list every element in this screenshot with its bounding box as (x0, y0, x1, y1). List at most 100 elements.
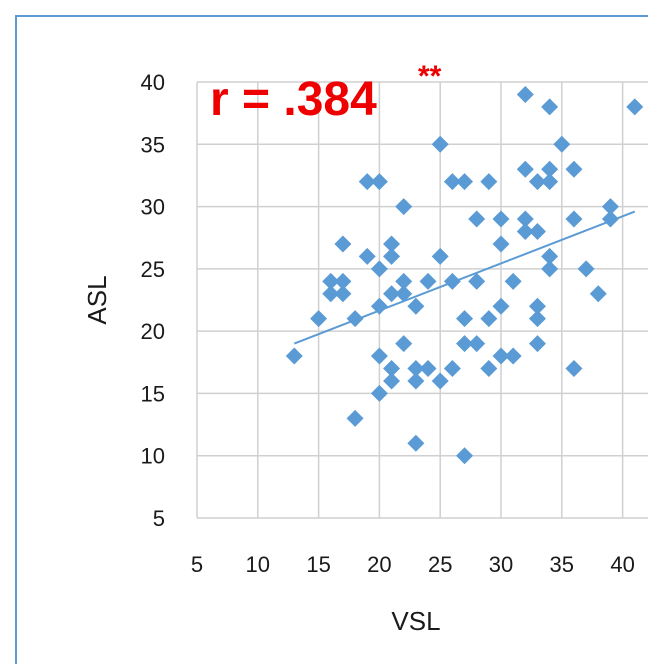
data-point (541, 247, 559, 265)
data-point (443, 272, 461, 290)
data-point (419, 360, 437, 378)
data-point (443, 173, 461, 191)
data-point (334, 285, 352, 303)
data-point (565, 160, 583, 178)
data-point (346, 409, 364, 427)
y-tick-label: 35 (141, 132, 165, 157)
data-point (407, 434, 425, 452)
x-tick-label: 30 (489, 552, 513, 577)
data-point (395, 272, 413, 290)
data-point (541, 160, 559, 178)
data-points (285, 85, 644, 465)
x-tick-label: 5 (191, 552, 203, 577)
data-point (541, 98, 559, 116)
data-point (383, 372, 401, 390)
data-point (516, 85, 534, 103)
data-point (370, 384, 388, 402)
data-point (541, 173, 559, 191)
y-tick-label: 25 (141, 257, 165, 282)
data-point (480, 173, 498, 191)
data-point (358, 247, 376, 265)
data-point (383, 235, 401, 253)
chart-frame-border (15, 15, 648, 664)
x-axis-ticks: 5 10 15 20 25 30 35 40 (191, 552, 635, 577)
data-point (480, 310, 498, 328)
data-point (383, 247, 401, 265)
data-point (456, 310, 474, 328)
data-point (516, 210, 534, 228)
y-tick-label: 20 (141, 319, 165, 344)
correlation-annotation: r = .384 (210, 73, 377, 126)
x-tick-label: 35 (550, 552, 574, 577)
data-point (565, 360, 583, 378)
data-point (431, 135, 449, 153)
data-point (407, 297, 425, 315)
data-point (492, 347, 510, 365)
data-point (601, 210, 619, 228)
data-point (431, 372, 449, 390)
gridlines (196, 81, 648, 519)
data-point (285, 347, 303, 365)
data-point (346, 310, 364, 328)
data-point (383, 360, 401, 378)
data-point (456, 335, 474, 353)
data-point (553, 135, 571, 153)
data-point (504, 272, 522, 290)
data-point (528, 297, 546, 315)
data-point (370, 173, 388, 191)
data-point (577, 260, 595, 278)
data-point (541, 260, 559, 278)
data-point (370, 297, 388, 315)
data-point (322, 285, 340, 303)
y-axis-ticks: 5 10 15 20 25 30 35 40 (141, 70, 165, 531)
y-axis-title: ASL (82, 275, 112, 324)
data-point (589, 285, 607, 303)
data-point (407, 360, 425, 378)
data-point (492, 210, 510, 228)
data-point (456, 173, 474, 191)
data-point (443, 360, 461, 378)
data-point (601, 198, 619, 216)
x-tick-label: 20 (367, 552, 391, 577)
data-point (431, 247, 449, 265)
data-point (419, 272, 437, 290)
data-point (334, 235, 352, 253)
data-point (528, 173, 546, 191)
data-point (468, 335, 486, 353)
y-tick-label: 30 (141, 195, 165, 220)
data-point (334, 272, 352, 290)
data-point (528, 310, 546, 328)
x-tick-label: 40 (610, 552, 634, 577)
data-point (528, 335, 546, 353)
x-tick-label: 15 (306, 552, 330, 577)
x-axis-title: VSL (391, 606, 440, 636)
y-tick-label: 40 (141, 70, 165, 95)
data-point (358, 173, 376, 191)
data-point (395, 335, 413, 353)
y-tick-label: 10 (141, 444, 165, 469)
data-point (407, 372, 425, 390)
data-point (480, 360, 498, 378)
data-point (310, 310, 328, 328)
data-point (516, 160, 534, 178)
data-point (370, 347, 388, 365)
significance-stars: ** (418, 60, 442, 93)
data-point (322, 272, 340, 290)
data-point (456, 447, 474, 465)
x-tick-label: 10 (246, 552, 270, 577)
x-tick-label: 25 (428, 552, 452, 577)
data-point (383, 285, 401, 303)
data-point (370, 260, 388, 278)
data-point (468, 210, 486, 228)
data-point (492, 297, 510, 315)
data-point (395, 198, 413, 216)
data-point (516, 222, 534, 240)
y-tick-label: 5 (153, 506, 165, 531)
data-point (492, 235, 510, 253)
data-point (565, 210, 583, 228)
data-point (468, 272, 486, 290)
data-point (504, 347, 522, 365)
data-point (528, 222, 546, 240)
data-point (626, 98, 644, 116)
